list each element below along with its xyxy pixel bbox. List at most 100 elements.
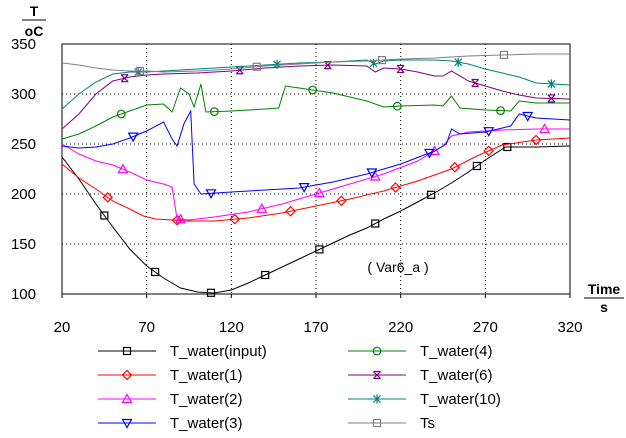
series-marker-0 [503,142,512,152]
series-marker-3 [423,148,435,159]
legend-swatch-marker [372,418,382,428]
series-marker-2 [429,145,441,156]
series-marker-5 [120,74,129,83]
series-marker-6 [547,79,556,89]
series-marker-7 [377,55,387,65]
x-axis-label-bottom: s [600,299,608,315]
x-axis-label-top: Time [588,281,621,297]
legend-swatch-marker [373,394,381,404]
series-marker-0 [315,245,324,254]
y-tick-label: 150 [11,236,36,253]
legend-item: T_water(1) [98,367,243,384]
series-marker-7 [135,66,144,76]
series-marker-4 [496,106,505,115]
series-marker-1 [483,145,495,157]
series-marker-3 [205,189,217,200]
series-marker-1 [102,192,114,203]
series-marker-5 [396,64,405,74]
series-marker-7 [499,50,509,60]
series-marker-2 [256,203,268,213]
series-marker-2 [539,123,551,134]
series-marker-4 [308,85,318,95]
series-marker-7 [252,62,261,71]
series-marker-3 [127,132,139,143]
series-marker-0 [151,267,160,277]
y-tick-label: 350 [11,36,36,53]
series-marker-0 [472,161,481,171]
series-marker-0 [206,288,216,297]
series-marker-0 [261,270,270,280]
series-marker-0 [371,219,380,228]
x-tick-label: 120 [219,319,244,336]
y-axis-label-bottom: oC [25,23,44,39]
plot-grid [61,43,571,295]
series-marker-1 [449,161,461,173]
series-marker-1 [390,182,401,193]
legend-label: T_water(3) [170,415,243,432]
series-marker-5 [235,66,244,75]
series-marker-0 [100,211,109,220]
series-marker-4 [392,101,402,111]
series-marker-2 [313,187,325,198]
series-marker-6 [273,59,281,69]
chart-annotation: ( Var6_a ) [367,259,428,275]
series-marker-1 [285,205,296,217]
y-tick-label: 100 [11,286,36,303]
series-marker-4 [116,109,126,119]
y-tick-label: 200 [11,186,36,203]
y-tick-label: 300 [11,86,36,103]
legend-item: T_water(3) [98,415,243,432]
series-marker-5 [471,78,480,88]
legend-swatch-marker [373,370,381,380]
legend-swatch-marker [122,346,132,356]
legend-swatch-marker [121,393,133,404]
series-marker-2 [175,213,187,224]
series-line-1 [61,137,571,222]
x-tick-label: 170 [303,319,328,336]
series-line-7 [61,53,570,73]
legend-item: T_water(2) [98,391,243,408]
series-line-5 [61,64,571,130]
series-marker-6 [454,57,463,67]
series-marker-3 [366,168,378,179]
series-marker-1 [229,213,241,225]
legend-label: T_water(4) [420,343,493,360]
legend-label: T_water(input) [170,343,267,360]
y-axis-label-top: T [30,3,39,19]
series-marker-5 [323,61,332,70]
legend-label: Ts [420,415,435,432]
x-tick-label: 270 [473,319,498,336]
legend-label: T_water(10) [420,391,501,408]
series-marker-2 [117,163,129,174]
legend-label: T_water(1) [170,367,243,384]
series-marker-4 [209,107,219,117]
legend-item: T_water(6) [348,367,493,384]
legend-swatch-marker [121,418,133,429]
x-tick-label: 220 [388,319,413,336]
plot-series [61,50,571,297]
series-marker-3 [483,127,495,137]
legend-label: T_water(6) [420,367,493,384]
series-line-4 [61,83,570,140]
x-tick-label: 70 [138,319,155,336]
legend-swatch-marker [121,369,133,381]
series-marker-3 [298,183,310,193]
y-tick-label: 250 [11,136,36,153]
legend-item: T_water(10) [348,391,501,408]
series-line-3 [61,109,571,195]
series-line-2 [61,128,570,221]
plot-ticks: 20 70 120 170 220 270 320 100 150 200 250 300 350 [11,36,583,336]
x-tick-label: 320 [557,319,582,336]
series-line-0 [61,145,571,294]
legend-item: Ts [348,415,435,432]
series-marker-0 [427,190,436,199]
x-tick-label: 20 [54,319,71,336]
legend-item: T_water(input) [98,343,267,360]
series-marker-3 [522,111,534,122]
legend-swatch-marker [372,346,382,356]
legend-label: T_water(2) [170,391,243,408]
series-marker-1 [530,134,542,146]
legend-item: T_water(4) [348,343,493,360]
legend: T_water(input) T_water(1) T_water(2) T_wate… [98,343,501,432]
